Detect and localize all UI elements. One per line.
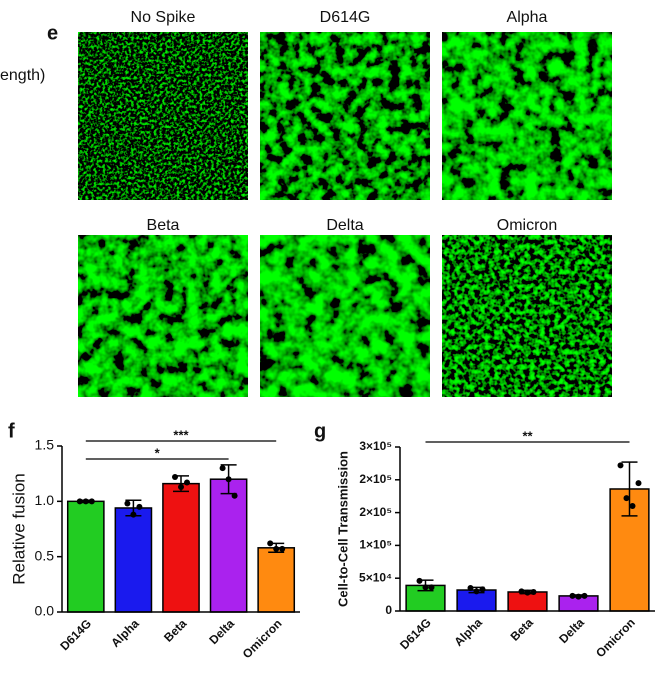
data-point xyxy=(581,592,588,599)
significance-label: ** xyxy=(522,428,533,443)
y-tick-label: 1.5 xyxy=(35,437,55,453)
y-tick-label: 0.0 xyxy=(35,603,55,619)
micrograph xyxy=(78,32,248,200)
data-point xyxy=(225,476,232,483)
x-tick-label: Omicron xyxy=(593,615,638,660)
data-point xyxy=(629,503,636,510)
data-point xyxy=(178,483,184,490)
x-tick-label: Beta xyxy=(508,615,537,644)
bar xyxy=(209,478,248,613)
y-tick-label: 5×10⁴ xyxy=(359,570,392,584)
image-label: No Spike xyxy=(131,9,196,26)
data-point xyxy=(416,577,423,584)
x-tick-label: D614G xyxy=(57,616,94,653)
data-point xyxy=(76,498,83,505)
image-label: D614G xyxy=(320,9,371,26)
data-point xyxy=(184,479,190,486)
micrograph xyxy=(78,235,248,397)
y-tick-label: 0.5 xyxy=(35,547,55,563)
bar xyxy=(66,500,105,613)
data-point xyxy=(575,593,582,600)
y-axis-label: Relative fusion xyxy=(9,473,28,585)
image-label: Delta xyxy=(326,217,363,234)
data-point xyxy=(623,495,630,502)
micrograph xyxy=(260,235,430,397)
significance-label: * xyxy=(155,445,161,460)
image-label: Beta xyxy=(147,217,180,234)
data-point xyxy=(219,465,226,472)
data-point xyxy=(467,585,474,592)
y-tick-label: 2×10⁵ xyxy=(359,472,392,486)
data-point xyxy=(273,545,280,552)
data-point xyxy=(172,473,178,480)
data-point xyxy=(473,588,480,595)
data-point xyxy=(524,589,531,596)
x-tick-label: Delta xyxy=(556,615,587,646)
image-label: Omicron xyxy=(497,217,557,234)
micrograph xyxy=(260,32,430,200)
significance-label: *** xyxy=(173,427,189,442)
data-point xyxy=(530,588,537,595)
x-tick-label: Omicron xyxy=(240,616,285,661)
y-axis-label: Cell-to-Cell Transmission xyxy=(335,451,350,607)
panel-label: g xyxy=(314,420,326,442)
x-tick-label: Delta xyxy=(206,616,237,647)
x-tick-label: Alpha xyxy=(451,615,485,649)
micrograph xyxy=(442,235,612,397)
bar xyxy=(162,482,200,613)
data-point xyxy=(617,462,624,469)
y-tick-label: 0 xyxy=(385,603,392,617)
bar xyxy=(257,547,296,613)
x-tick-label: Alpha xyxy=(108,616,142,650)
data-point xyxy=(279,545,286,552)
x-tick-label: D614G xyxy=(397,615,434,652)
y-tick-label: 1.0 xyxy=(35,492,55,508)
y-tick-label: 1×10⁵ xyxy=(359,538,392,552)
data-point xyxy=(130,511,137,518)
data-point xyxy=(422,584,429,591)
image-label: Alpha xyxy=(507,9,548,26)
bar xyxy=(114,507,153,613)
y-tick-label: 3×10⁵ xyxy=(359,439,392,453)
data-point xyxy=(635,480,642,487)
data-point xyxy=(267,540,274,547)
data-point xyxy=(124,500,131,507)
y-tick-label: 2×10⁵ xyxy=(359,505,392,519)
data-point xyxy=(518,588,525,595)
data-point xyxy=(82,498,89,505)
data-point xyxy=(479,586,486,593)
data-point xyxy=(428,584,435,591)
cut-text: ength) xyxy=(0,67,45,84)
panel-label: e xyxy=(47,22,58,44)
panel-label: f xyxy=(8,420,15,442)
x-tick-label: Beta xyxy=(161,616,190,645)
micrograph xyxy=(442,32,612,200)
data-point xyxy=(136,503,143,510)
data-point xyxy=(88,498,95,505)
data-point xyxy=(569,592,576,599)
data-point xyxy=(231,492,238,499)
